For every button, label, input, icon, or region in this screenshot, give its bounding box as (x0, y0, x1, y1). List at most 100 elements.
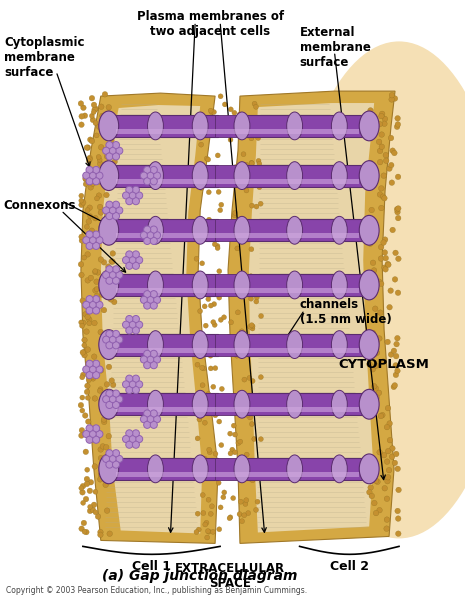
Circle shape (396, 206, 401, 211)
Circle shape (378, 205, 384, 211)
Circle shape (248, 296, 254, 301)
Ellipse shape (331, 331, 347, 359)
Circle shape (384, 459, 390, 464)
Circle shape (110, 121, 115, 127)
Circle shape (89, 138, 95, 144)
Circle shape (391, 150, 397, 156)
Circle shape (394, 124, 400, 130)
Circle shape (368, 107, 373, 113)
Circle shape (368, 485, 373, 490)
Circle shape (93, 270, 97, 275)
Circle shape (254, 104, 259, 109)
Circle shape (395, 466, 400, 472)
Ellipse shape (86, 371, 93, 379)
Bar (215, 334, 242, 356)
Circle shape (258, 437, 263, 442)
Circle shape (372, 351, 377, 357)
Circle shape (99, 283, 105, 289)
Circle shape (206, 217, 212, 222)
Ellipse shape (150, 421, 158, 428)
Circle shape (257, 161, 262, 166)
Ellipse shape (126, 197, 133, 205)
Circle shape (237, 282, 242, 287)
Circle shape (85, 467, 89, 472)
Circle shape (206, 157, 211, 162)
Circle shape (80, 298, 85, 304)
Circle shape (98, 446, 103, 452)
Circle shape (85, 208, 90, 212)
Circle shape (388, 135, 394, 141)
Circle shape (212, 461, 217, 466)
Ellipse shape (96, 301, 103, 308)
Ellipse shape (153, 356, 161, 363)
Circle shape (79, 198, 84, 203)
Bar (240, 164, 367, 187)
Circle shape (235, 227, 240, 232)
Circle shape (387, 421, 392, 426)
Circle shape (204, 520, 209, 525)
Circle shape (107, 531, 112, 536)
Ellipse shape (136, 192, 143, 199)
Circle shape (393, 250, 398, 256)
Circle shape (80, 323, 84, 328)
Circle shape (375, 479, 380, 485)
Circle shape (93, 231, 98, 236)
Circle shape (233, 432, 238, 437)
Ellipse shape (331, 112, 347, 140)
Bar (109, 274, 218, 296)
Circle shape (104, 226, 110, 231)
Circle shape (393, 451, 399, 457)
Circle shape (394, 206, 400, 212)
Ellipse shape (136, 436, 143, 443)
Text: Cell 1: Cell 1 (132, 560, 171, 573)
Ellipse shape (93, 242, 100, 250)
Circle shape (147, 356, 154, 363)
Ellipse shape (83, 301, 90, 308)
Circle shape (93, 269, 98, 274)
Ellipse shape (359, 215, 379, 245)
Circle shape (371, 383, 377, 389)
Circle shape (218, 505, 223, 510)
Circle shape (82, 343, 87, 348)
Circle shape (385, 448, 391, 454)
Ellipse shape (150, 362, 158, 369)
Circle shape (254, 295, 259, 300)
Circle shape (239, 329, 244, 334)
Bar (215, 164, 242, 187)
Circle shape (198, 271, 202, 276)
Circle shape (81, 200, 86, 205)
Circle shape (392, 96, 397, 101)
Text: Cytoplasmic
membrane
surface: Cytoplasmic membrane surface (4, 37, 85, 79)
Circle shape (104, 192, 109, 198)
Circle shape (79, 238, 85, 243)
Circle shape (88, 275, 94, 281)
Circle shape (202, 304, 207, 309)
Circle shape (87, 317, 92, 322)
Circle shape (90, 374, 96, 379)
Circle shape (222, 341, 227, 346)
Circle shape (396, 531, 401, 536)
Ellipse shape (106, 401, 113, 409)
Ellipse shape (150, 350, 158, 358)
Circle shape (110, 396, 116, 403)
Ellipse shape (144, 410, 151, 417)
Ellipse shape (103, 271, 110, 278)
Circle shape (78, 101, 84, 106)
Circle shape (233, 461, 238, 466)
Circle shape (110, 226, 116, 232)
Circle shape (98, 472, 103, 478)
Circle shape (228, 515, 233, 520)
Ellipse shape (148, 391, 164, 418)
Ellipse shape (144, 350, 151, 358)
Circle shape (242, 377, 247, 382)
Circle shape (255, 472, 260, 476)
Circle shape (87, 155, 92, 161)
Ellipse shape (150, 226, 158, 233)
Ellipse shape (192, 112, 208, 140)
Ellipse shape (234, 271, 250, 299)
Circle shape (194, 256, 199, 261)
Circle shape (84, 476, 89, 482)
Circle shape (377, 160, 383, 165)
Circle shape (98, 455, 104, 461)
Circle shape (208, 366, 213, 371)
